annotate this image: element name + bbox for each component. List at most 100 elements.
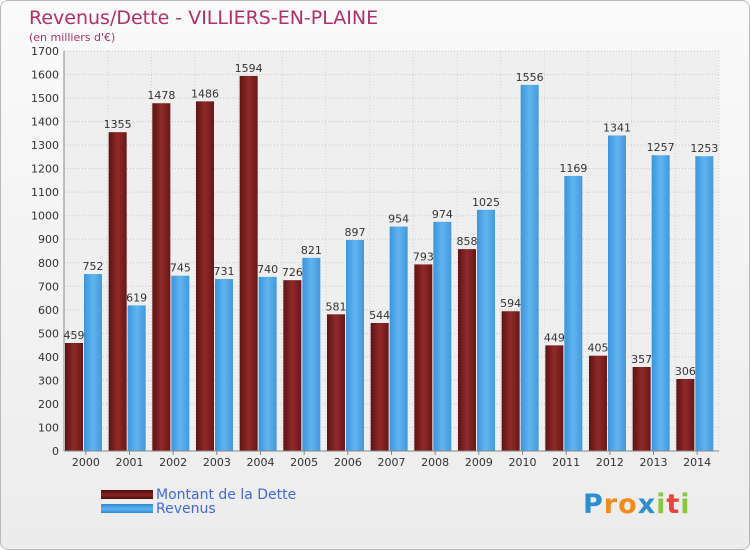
x-tick-label: 2013 [640, 456, 668, 469]
logo-letter: o [618, 489, 638, 520]
bar-value-label: 357 [631, 353, 652, 366]
x-tick-label: 2002 [159, 456, 187, 469]
bar-dette [108, 132, 127, 452]
y-tick-label: 1500 [31, 92, 59, 105]
bar-dette [632, 367, 651, 451]
bar-value-label: 459 [64, 329, 85, 342]
bar-value-label: 449 [544, 331, 565, 344]
bar-value-label: 731 [214, 265, 235, 278]
logo-letter: i [656, 489, 667, 520]
logo-letter: r [603, 489, 619, 520]
chart-title: Revenus/Dette - VILLIERS-EN-PLAINE [29, 7, 379, 29]
bar-value-label: 544 [369, 309, 390, 322]
bar-revenus [520, 84, 539, 451]
bar-value-label: 1253 [690, 142, 718, 155]
bar-dette [370, 323, 389, 451]
y-tick-label: 300 [38, 374, 59, 387]
bar-dette [458, 249, 476, 451]
chart-subtitle: (en milliers d'€) [29, 31, 116, 44]
bar-value-label: 1478 [147, 89, 175, 102]
x-tick-label: 2010 [509, 456, 537, 469]
bar-revenus [651, 155, 670, 451]
y-tick-label: 200 [38, 398, 59, 411]
bar-dette [589, 355, 607, 451]
y-tick-label: 1300 [31, 139, 59, 152]
bar-dette [501, 311, 520, 451]
bar-value-label: 954 [388, 213, 409, 226]
bar-value-label: 745 [170, 262, 191, 275]
bar-dette [239, 75, 258, 452]
x-tick-label: 2000 [72, 456, 100, 469]
bar-dette [196, 101, 214, 452]
bar-value-label: 821 [301, 244, 322, 257]
x-tick-label: 2007 [378, 456, 406, 469]
legend-label-revenus: Revenus [156, 501, 216, 517]
x-tick-label: 2001 [116, 456, 144, 469]
y-tick-label: 1700 [31, 45, 59, 58]
bar-dette [65, 343, 83, 451]
bar-revenus [346, 239, 364, 451]
bars [65, 75, 714, 452]
bar-dette [414, 264, 433, 451]
bar-value-label: 619 [126, 291, 147, 304]
y-tick-label: 700 [38, 280, 59, 293]
bar-revenus [389, 226, 408, 451]
y-tick-label: 100 [38, 421, 59, 434]
bar-revenus [477, 209, 495, 451]
bar-value-label: 1594 [235, 62, 263, 75]
legend-label-dette: Montant de la Dette [156, 487, 297, 503]
y-tick-label: 1400 [31, 116, 59, 129]
bar-value-label: 1486 [191, 87, 219, 100]
y-tick-label: 500 [38, 327, 59, 340]
bar-revenus [433, 221, 452, 451]
bar-value-label: 1169 [559, 162, 587, 175]
bar-revenus [171, 275, 190, 451]
x-tick-label: 2014 [683, 456, 711, 469]
bar-value-label: 974 [432, 208, 453, 221]
y-tick-label: 400 [38, 351, 59, 364]
bar-dette [676, 379, 695, 451]
logo-letter: t [666, 489, 681, 520]
data-labels: 459 752 1355 619 1478 745 1486 731 1594 740 726 821… [64, 62, 719, 378]
x-tick-label: 2011 [552, 456, 580, 469]
y-tick-label: 1100 [31, 186, 59, 199]
x-tick-label: 2006 [334, 456, 362, 469]
bar-value-label: 581 [326, 300, 347, 313]
x-axis: 2000 2001 2002 2003 2004 2005 2006 2007 2008 2009… [64, 450, 719, 469]
x-tick-label: 2008 [421, 456, 449, 469]
y-tick-label: 900 [38, 233, 59, 246]
bar-revenus [84, 274, 102, 451]
bar-revenus [215, 279, 233, 451]
y-axis: 0 100 200 300 400 500 600 700 800 900 1000 1100 1200… [31, 45, 65, 458]
bar-revenus [695, 156, 714, 452]
bar-revenus [302, 257, 321, 451]
bar-value-label: 1556 [516, 71, 544, 84]
x-tick-label: 2004 [247, 456, 275, 469]
bar-value-label: 1257 [647, 141, 675, 154]
y-tick-label: 1200 [31, 163, 59, 176]
legend-swatch-dette [101, 490, 153, 499]
x-tick-label: 2012 [596, 456, 624, 469]
bar-dette [545, 345, 564, 451]
x-tick-label: 2009 [465, 456, 493, 469]
logo-letter: x [637, 489, 657, 520]
x-tick-label: 2005 [290, 456, 318, 469]
y-tick-label: 800 [38, 257, 59, 270]
bar-value-label: 306 [675, 365, 696, 378]
y-tick-label: 1600 [31, 69, 59, 82]
bar-value-label: 1025 [472, 196, 500, 209]
bar-revenus [608, 135, 626, 451]
x-tick-label: 2003 [203, 456, 231, 469]
bar-dette [283, 280, 302, 451]
bar-dette [327, 314, 345, 451]
bar-value-label: 1341 [603, 121, 631, 134]
bar-revenus [258, 276, 277, 451]
bar-dette [152, 103, 171, 451]
logo-letter: P [583, 489, 604, 520]
y-tick-label: 0 [52, 445, 59, 458]
bar-value-label: 405 [588, 342, 609, 355]
bar-value-label: 594 [500, 297, 521, 310]
bar-revenus [564, 175, 583, 452]
y-tick-label: 1000 [31, 210, 59, 223]
